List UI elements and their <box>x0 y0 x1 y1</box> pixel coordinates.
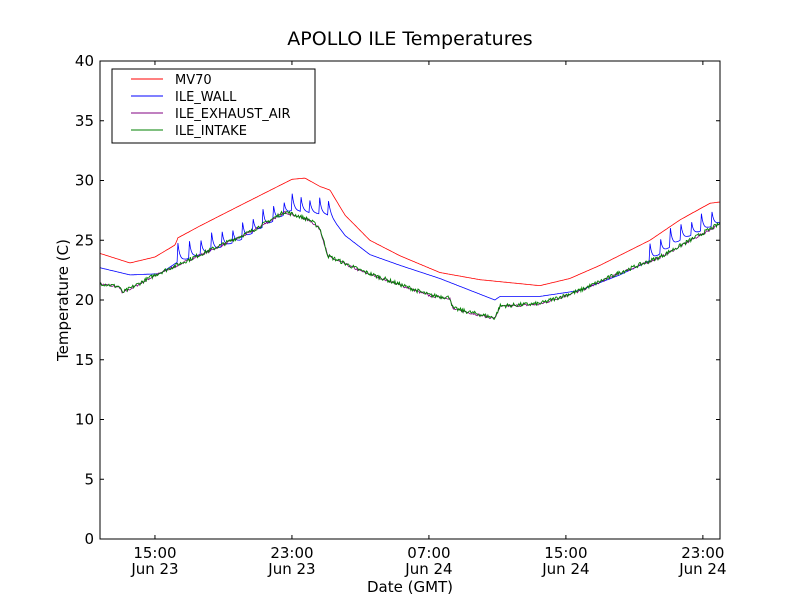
y-axis-label: Temperature (C) <box>54 239 72 362</box>
x-tick-time: 15:00 <box>133 544 176 562</box>
x-tick-time: 15:00 <box>544 544 587 562</box>
y-tick-label: 15 <box>75 351 94 369</box>
series-line-ile-wall <box>99 193 721 301</box>
x-tick-time: 23:00 <box>270 544 313 562</box>
x-tick-date: Jun 24 <box>404 560 452 578</box>
legend-label: MV70 <box>175 73 212 88</box>
x-tick-date: Jun 24 <box>678 560 726 578</box>
y-tick-label: 35 <box>75 112 94 130</box>
legend-box <box>111 68 316 144</box>
x-axis-label: Date (GMT) <box>367 578 453 596</box>
x-tick-time: 23:00 <box>681 544 724 562</box>
y-tick-label: 10 <box>75 411 94 429</box>
x-tick-date: Jun 23 <box>267 560 315 578</box>
series-line-mv70 <box>99 177 721 287</box>
y-tick-label: 30 <box>75 172 94 190</box>
legend-label: ILE_EXHAUST_AIR <box>175 107 291 122</box>
y-tick-label: 25 <box>75 231 94 249</box>
y-tick-label: 40 <box>75 52 94 70</box>
plot-frame <box>99 60 721 540</box>
x-tick-date: Jun 24 <box>541 560 589 578</box>
series-line-ile-exhaust-air <box>99 210 721 320</box>
y-tick-label: 0 <box>84 530 94 548</box>
legend-label: ILE_INTAKE <box>175 124 247 139</box>
series-line-ile-intake <box>99 210 721 321</box>
y-tick-label: 20 <box>75 291 94 309</box>
y-tick-label: 5 <box>84 470 94 488</box>
legend-label: ILE_WALL <box>175 90 237 105</box>
chart-title: APOLLO ILE Temperatures <box>287 28 532 50</box>
legend: MV70 ILE_WALL ILE_EXHAUST_AIR ILE_INTAKE <box>111 68 316 144</box>
x-tick-date: Jun 23 <box>130 560 178 578</box>
x-tick-time: 07:00 <box>407 544 450 562</box>
